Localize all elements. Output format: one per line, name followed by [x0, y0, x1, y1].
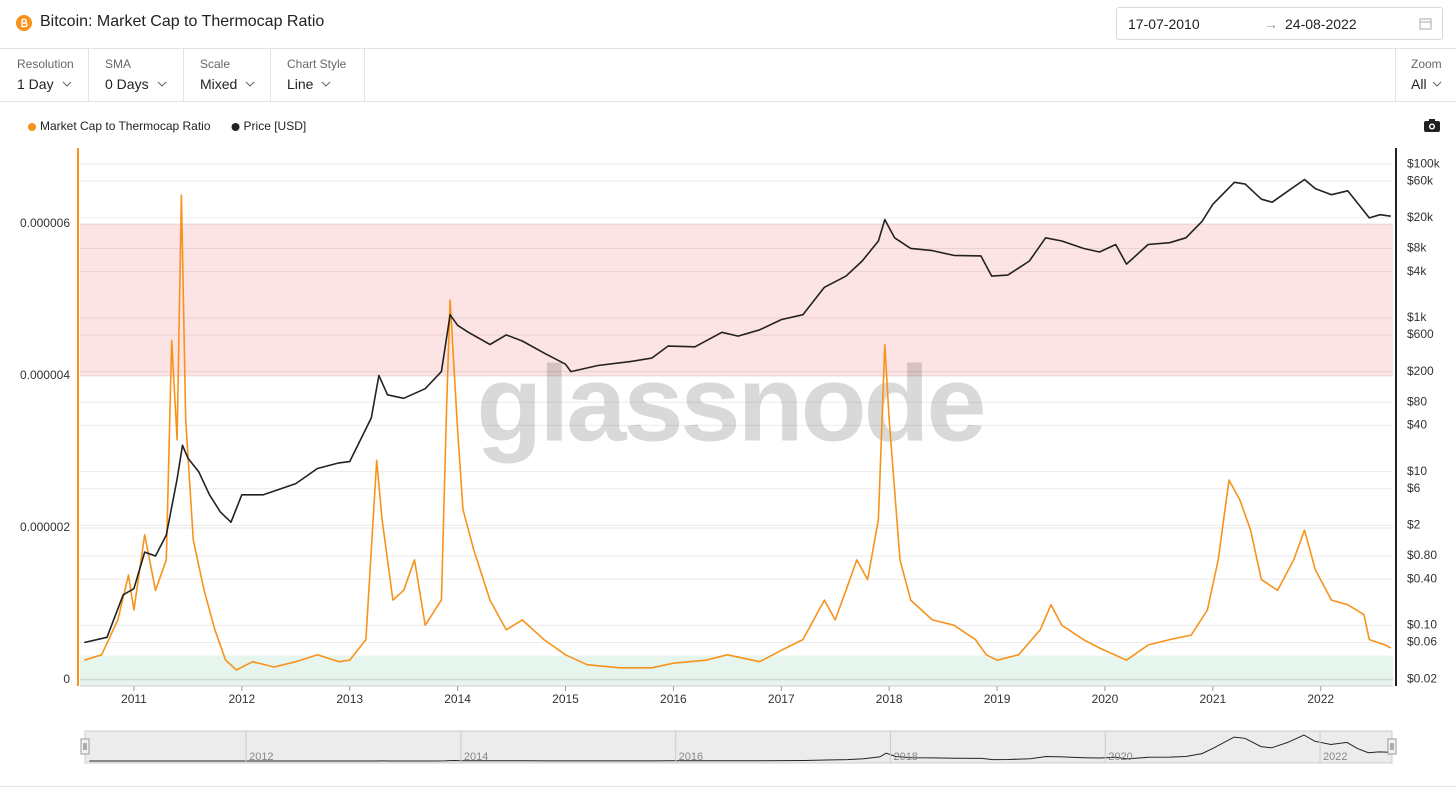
- x-tick-label: 2021: [1199, 692, 1226, 706]
- dropdown[interactable]: Resolution 1 Day: [0, 49, 89, 101]
- series-line: [84, 194, 1392, 671]
- dropdown-label: SMA: [105, 57, 132, 71]
- x-tick-label: 2011: [121, 692, 147, 706]
- camera-icon[interactable]: [1424, 119, 1440, 132]
- x-tick-label: 2015: [552, 692, 579, 706]
- x-tick-label: 2013: [336, 692, 363, 706]
- date-to[interactable]: 24-08-2022: [1285, 16, 1357, 32]
- date-from[interactable]: 17-07-2010: [1128, 16, 1200, 32]
- zoom-value[interactable]: All: [1411, 76, 1427, 92]
- y-tick-label: 0.000006: [20, 216, 70, 230]
- chevron: [62, 81, 72, 87]
- navigator: [84, 730, 1393, 764]
- y2-tick-label: $8k: [1407, 241, 1427, 255]
- x-tick-label: 2018: [876, 692, 903, 706]
- legend-marker: [28, 123, 36, 131]
- y-tick-label: 0: [63, 672, 70, 686]
- y-tick-label: 0.000002: [20, 520, 70, 534]
- dropdown[interactable]: Scale Mixed: [183, 49, 271, 101]
- y2-tick-label: $0.10: [1407, 618, 1437, 632]
- y2-tick-label: $20k: [1407, 210, 1434, 224]
- y2-tick-label: $600: [1407, 327, 1434, 341]
- y2-tick-label: $6: [1407, 481, 1421, 495]
- y2-tick-label: $0.06: [1407, 635, 1437, 649]
- legend-marker: [231, 123, 240, 131]
- dropdown-label: Scale: [200, 57, 231, 71]
- navigator-label: 2014: [464, 751, 488, 763]
- zoom-control[interactable]: Zoom All: [1395, 49, 1456, 101]
- navigator-label: 2016: [679, 751, 703, 763]
- y-tick-label: 0.000004: [20, 368, 70, 382]
- y2-tick-label: $80: [1407, 394, 1427, 408]
- x-tick-label: 2017: [768, 692, 795, 706]
- y2-tick-label: $100k: [1407, 156, 1441, 170]
- chevron: [1432, 81, 1442, 87]
- y2-tick-label: $4k: [1407, 264, 1427, 278]
- x-tick-label: 2016: [660, 692, 687, 706]
- dropdown-value[interactable]: Line: [287, 76, 314, 92]
- chevron: [321, 81, 331, 87]
- y2-tick-label: $60k: [1407, 173, 1434, 187]
- x-tick-label: 2019: [984, 692, 1011, 706]
- zone-band: [80, 655, 1393, 686]
- navigator-line: [89, 734, 1390, 762]
- controls: Zoom All Resolution 1 Day SMA 0 Days Scale Mi…: [0, 49, 1456, 102]
- x-tick-label: 2012: [228, 692, 255, 706]
- chevron: [245, 81, 255, 87]
- legend-label: Market Cap to Thermocap Ratio: [40, 119, 211, 133]
- zone-band: [80, 223, 1393, 376]
- y2-tick-label: $0.40: [1407, 571, 1437, 585]
- page-title: Bitcoin: Market Cap to Thermocap Ratio: [40, 13, 325, 30]
- dropdown-value[interactable]: 1 Day: [17, 76, 54, 92]
- calendar-icon[interactable]: [1419, 17, 1432, 30]
- navigator-handle[interactable]: [1387, 738, 1397, 755]
- zoom-label: Zoom: [1411, 57, 1442, 71]
- navigator-label: 2012: [249, 751, 273, 763]
- dropdown-label: Chart Style: [287, 57, 347, 71]
- y2-tick-label: $1k: [1407, 310, 1427, 324]
- x-tick-label: 2020: [1092, 692, 1119, 706]
- y2-tick-label: $2: [1407, 518, 1421, 532]
- chevron: [157, 81, 167, 87]
- bitcoin-icon: [16, 15, 32, 31]
- navigator-label: 2020: [1108, 751, 1132, 763]
- dropdown-label: Resolution: [17, 57, 74, 71]
- y2-tick-label: $40: [1407, 418, 1427, 432]
- date-arrow: →: [1264, 16, 1278, 32]
- footer-border: [0, 786, 1456, 787]
- y2-tick-label: $0.02: [1407, 671, 1437, 685]
- y2-tick-label: $200: [1407, 364, 1434, 378]
- legend-label: Price [USD]: [244, 119, 307, 133]
- dropdown-value[interactable]: 0 Days: [105, 76, 149, 92]
- dropdown[interactable]: Chart Style Line: [270, 49, 365, 101]
- date-range[interactable]: 17-07-2010 → 24-08-2022: [1116, 7, 1443, 40]
- x-tick-label: 2022: [1307, 692, 1334, 706]
- y2-tick-label: $10: [1407, 464, 1427, 478]
- navigator-handle[interactable]: [80, 738, 90, 755]
- navigator-label: 2018: [893, 751, 917, 763]
- dropdown[interactable]: SMA 0 Days: [88, 49, 184, 101]
- y2-tick-label: $0.80: [1407, 548, 1437, 562]
- x-tick-label: 2014: [444, 692, 471, 706]
- dropdown-value[interactable]: Mixed: [200, 76, 238, 92]
- header: Bitcoin: Market Cap to Thermocap Ratio 1…: [0, 0, 1456, 49]
- navigator-label: 2022: [1323, 751, 1347, 763]
- watermark: glassnode: [476, 343, 983, 464]
- chart: $100k $60k $20k $8k $4k $1k $600 $200 $80 $40 $10 $…: [20, 119, 1441, 764]
- series-line: [84, 178, 1391, 644]
